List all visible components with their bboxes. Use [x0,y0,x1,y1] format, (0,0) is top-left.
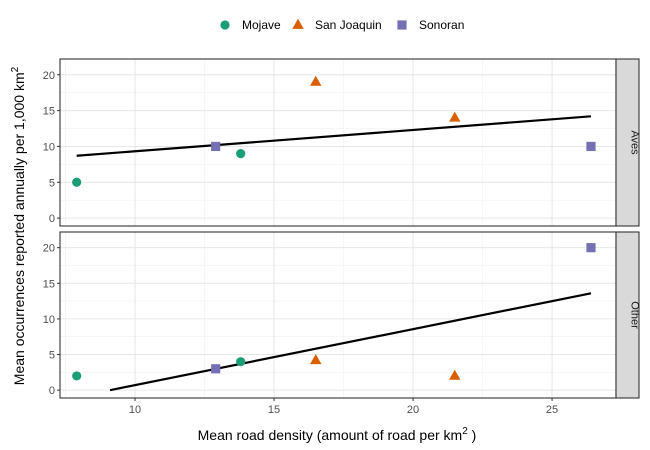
legend: Mojave San Joaquin Sonoran [220,18,464,32]
legend-item-mojave: Mojave [220,18,281,32]
legend-label-mojave: Mojave [242,18,281,32]
x-axis: 10 15 20 25 [129,398,558,416]
x-tick-label: 25 [546,404,558,416]
legend-key-san-joaquin [292,18,304,29]
y-tick-label: 20 [43,243,55,255]
facet-label-aves: Aves [629,130,641,155]
data-point-sonoran [586,141,596,152]
panel-other: 0 5 10 15 20 Other [43,231,641,399]
panel-background [60,232,616,398]
legend-key-sonoran [397,20,407,30]
facet-strip [615,231,640,399]
y-tick-label: 0 [49,213,55,225]
x-tick-label: 20 [407,404,419,416]
y-tick-label: 0 [49,385,55,397]
legend-key-mojave [220,20,230,30]
x-axis-title: Mean road density (amount of road per km… [198,426,477,443]
data-point-sonoran [211,364,221,374]
y-tick-label: 5 [49,177,55,189]
data-point-san-joaquin [310,75,322,86]
y-tick-label: 10 [43,314,55,326]
data-point-mojave [236,149,246,159]
legend-item-san-joaquin: San Joaquin [292,18,382,32]
y-tick-label: 15 [43,278,55,290]
panels: 0 5 10 15 20 Aves 0 5 10 15 20 Other 10 15 20 25 [43,58,641,416]
data-point-mojave [236,357,246,367]
legend-label-sonoran: Sonoran [419,18,464,32]
facet-strip [615,58,640,227]
legend-label-san-joaquin: San Joaquin [315,18,382,32]
data-point-mojave [72,371,82,381]
panel-aves: 0 5 10 15 20 Aves [43,58,641,227]
legend-item-sonoran: Sonoran [397,18,464,32]
x-tick-label: 10 [129,404,141,416]
trend-line [76,115,592,157]
y-tick-label: 20 [43,70,55,82]
trend-line [109,292,592,392]
data-point-san-joaquin [310,354,322,365]
facet-label-other: Other [629,301,641,329]
data-point-sonoran [211,141,221,152]
data-point-san-joaquin [449,111,461,122]
data-point-sonoran [586,243,596,253]
y-tick-label: 15 [43,106,55,118]
data-point-mojave [72,177,82,187]
x-tick-label: 15 [268,404,280,416]
y-tick-label: 5 [49,350,55,362]
data-point-san-joaquin [449,369,461,380]
panel-background [60,59,616,226]
y-tick-label: 10 [43,141,55,153]
y-axis-title: Mean occurrences reported annually per 1… [10,66,27,385]
